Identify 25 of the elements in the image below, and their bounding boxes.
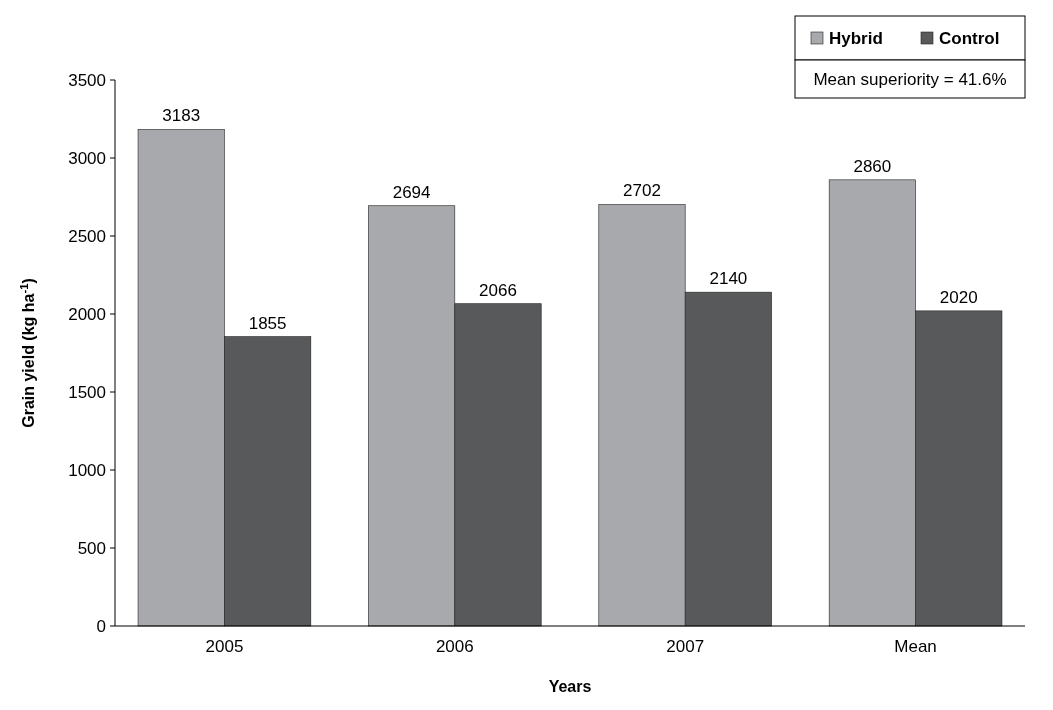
y-tick-label: 0 [96, 616, 106, 636]
data-label: 2020 [939, 287, 978, 307]
y-tick-label: 2000 [68, 304, 106, 324]
data-label: 1855 [248, 313, 287, 333]
y-tick-label: 500 [77, 538, 106, 558]
x-tick-label: Mean [894, 637, 937, 656]
legend-label: Hybrid [829, 28, 883, 48]
y-tick-label: 2500 [68, 226, 106, 246]
y-tick-label: 3500 [68, 70, 106, 90]
annotation: Mean superiority = 41.6% [813, 69, 1007, 89]
data-label: 2694 [392, 182, 431, 202]
data-label: 2702 [623, 181, 661, 201]
data-label: 3183 [162, 106, 201, 126]
data-label: 2066 [479, 280, 517, 300]
y-tick-label: 1500 [68, 382, 106, 402]
y-tick-label: 3000 [68, 148, 106, 168]
note-box: Mean superiority = 41.6% [794, 59, 1026, 99]
y-tick-label: 1000 [68, 460, 106, 480]
x-tick-label: 2005 [205, 637, 244, 656]
x-axis-title: Years [548, 678, 592, 695]
legend-label: Control [939, 28, 1000, 48]
x-tick-label: 2006 [435, 637, 474, 656]
data-label: 2140 [709, 269, 748, 289]
data-label: 2860 [853, 156, 892, 176]
x-tick-label: 2007 [666, 637, 705, 656]
